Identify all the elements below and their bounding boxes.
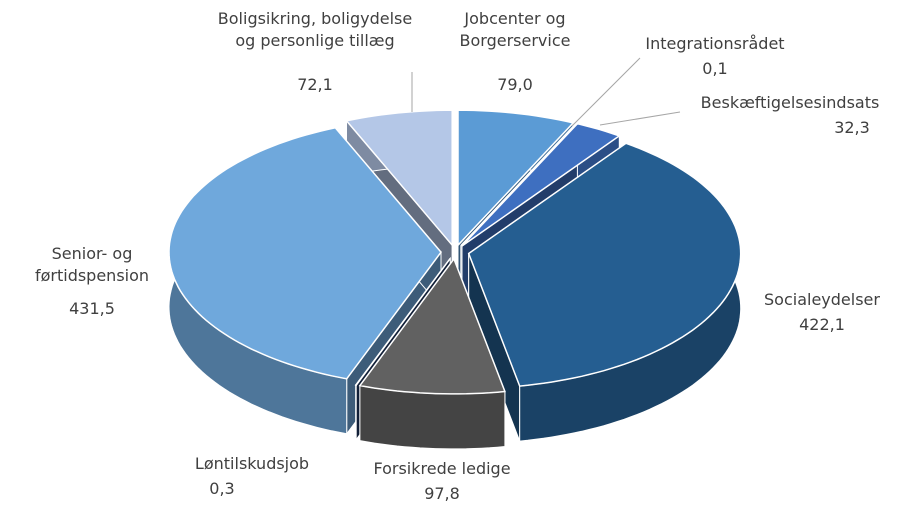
value-label: 72,1 <box>297 75 333 94</box>
slice <box>168 126 442 380</box>
slice-wall <box>359 385 506 450</box>
leader-line <box>599 111 681 126</box>
slice <box>457 109 575 248</box>
slice <box>460 122 578 247</box>
value-label: 422,1 <box>799 315 845 334</box>
value-label: 97,8 <box>424 484 460 503</box>
value-label: 32,3 <box>834 118 870 137</box>
slice <box>467 142 742 387</box>
value-label: 79,0 <box>497 75 533 94</box>
category-label: Løntilskudsjob <box>194 454 310 473</box>
category-label: Beskæftigelsesindsats <box>700 93 880 112</box>
category-label: Boligsikring, boligydelse og personlige … <box>217 9 413 50</box>
slice <box>345 109 453 248</box>
category-label: Socialeydelser <box>764 290 880 309</box>
value-label: 431,5 <box>69 299 115 318</box>
slice <box>461 122 621 247</box>
leader-line <box>571 57 641 127</box>
category-label: Integrationsrådet <box>645 34 785 53</box>
category-label: Jobcenter og Borgerservice <box>459 9 571 50</box>
category-label: Senior- og førtidspension <box>34 244 150 285</box>
category-label: Forsikrede ledige <box>373 459 511 478</box>
value-label: 0,1 <box>702 59 728 78</box>
slice <box>354 258 451 386</box>
slice <box>358 257 506 395</box>
value-label: 0,3 <box>209 479 235 498</box>
